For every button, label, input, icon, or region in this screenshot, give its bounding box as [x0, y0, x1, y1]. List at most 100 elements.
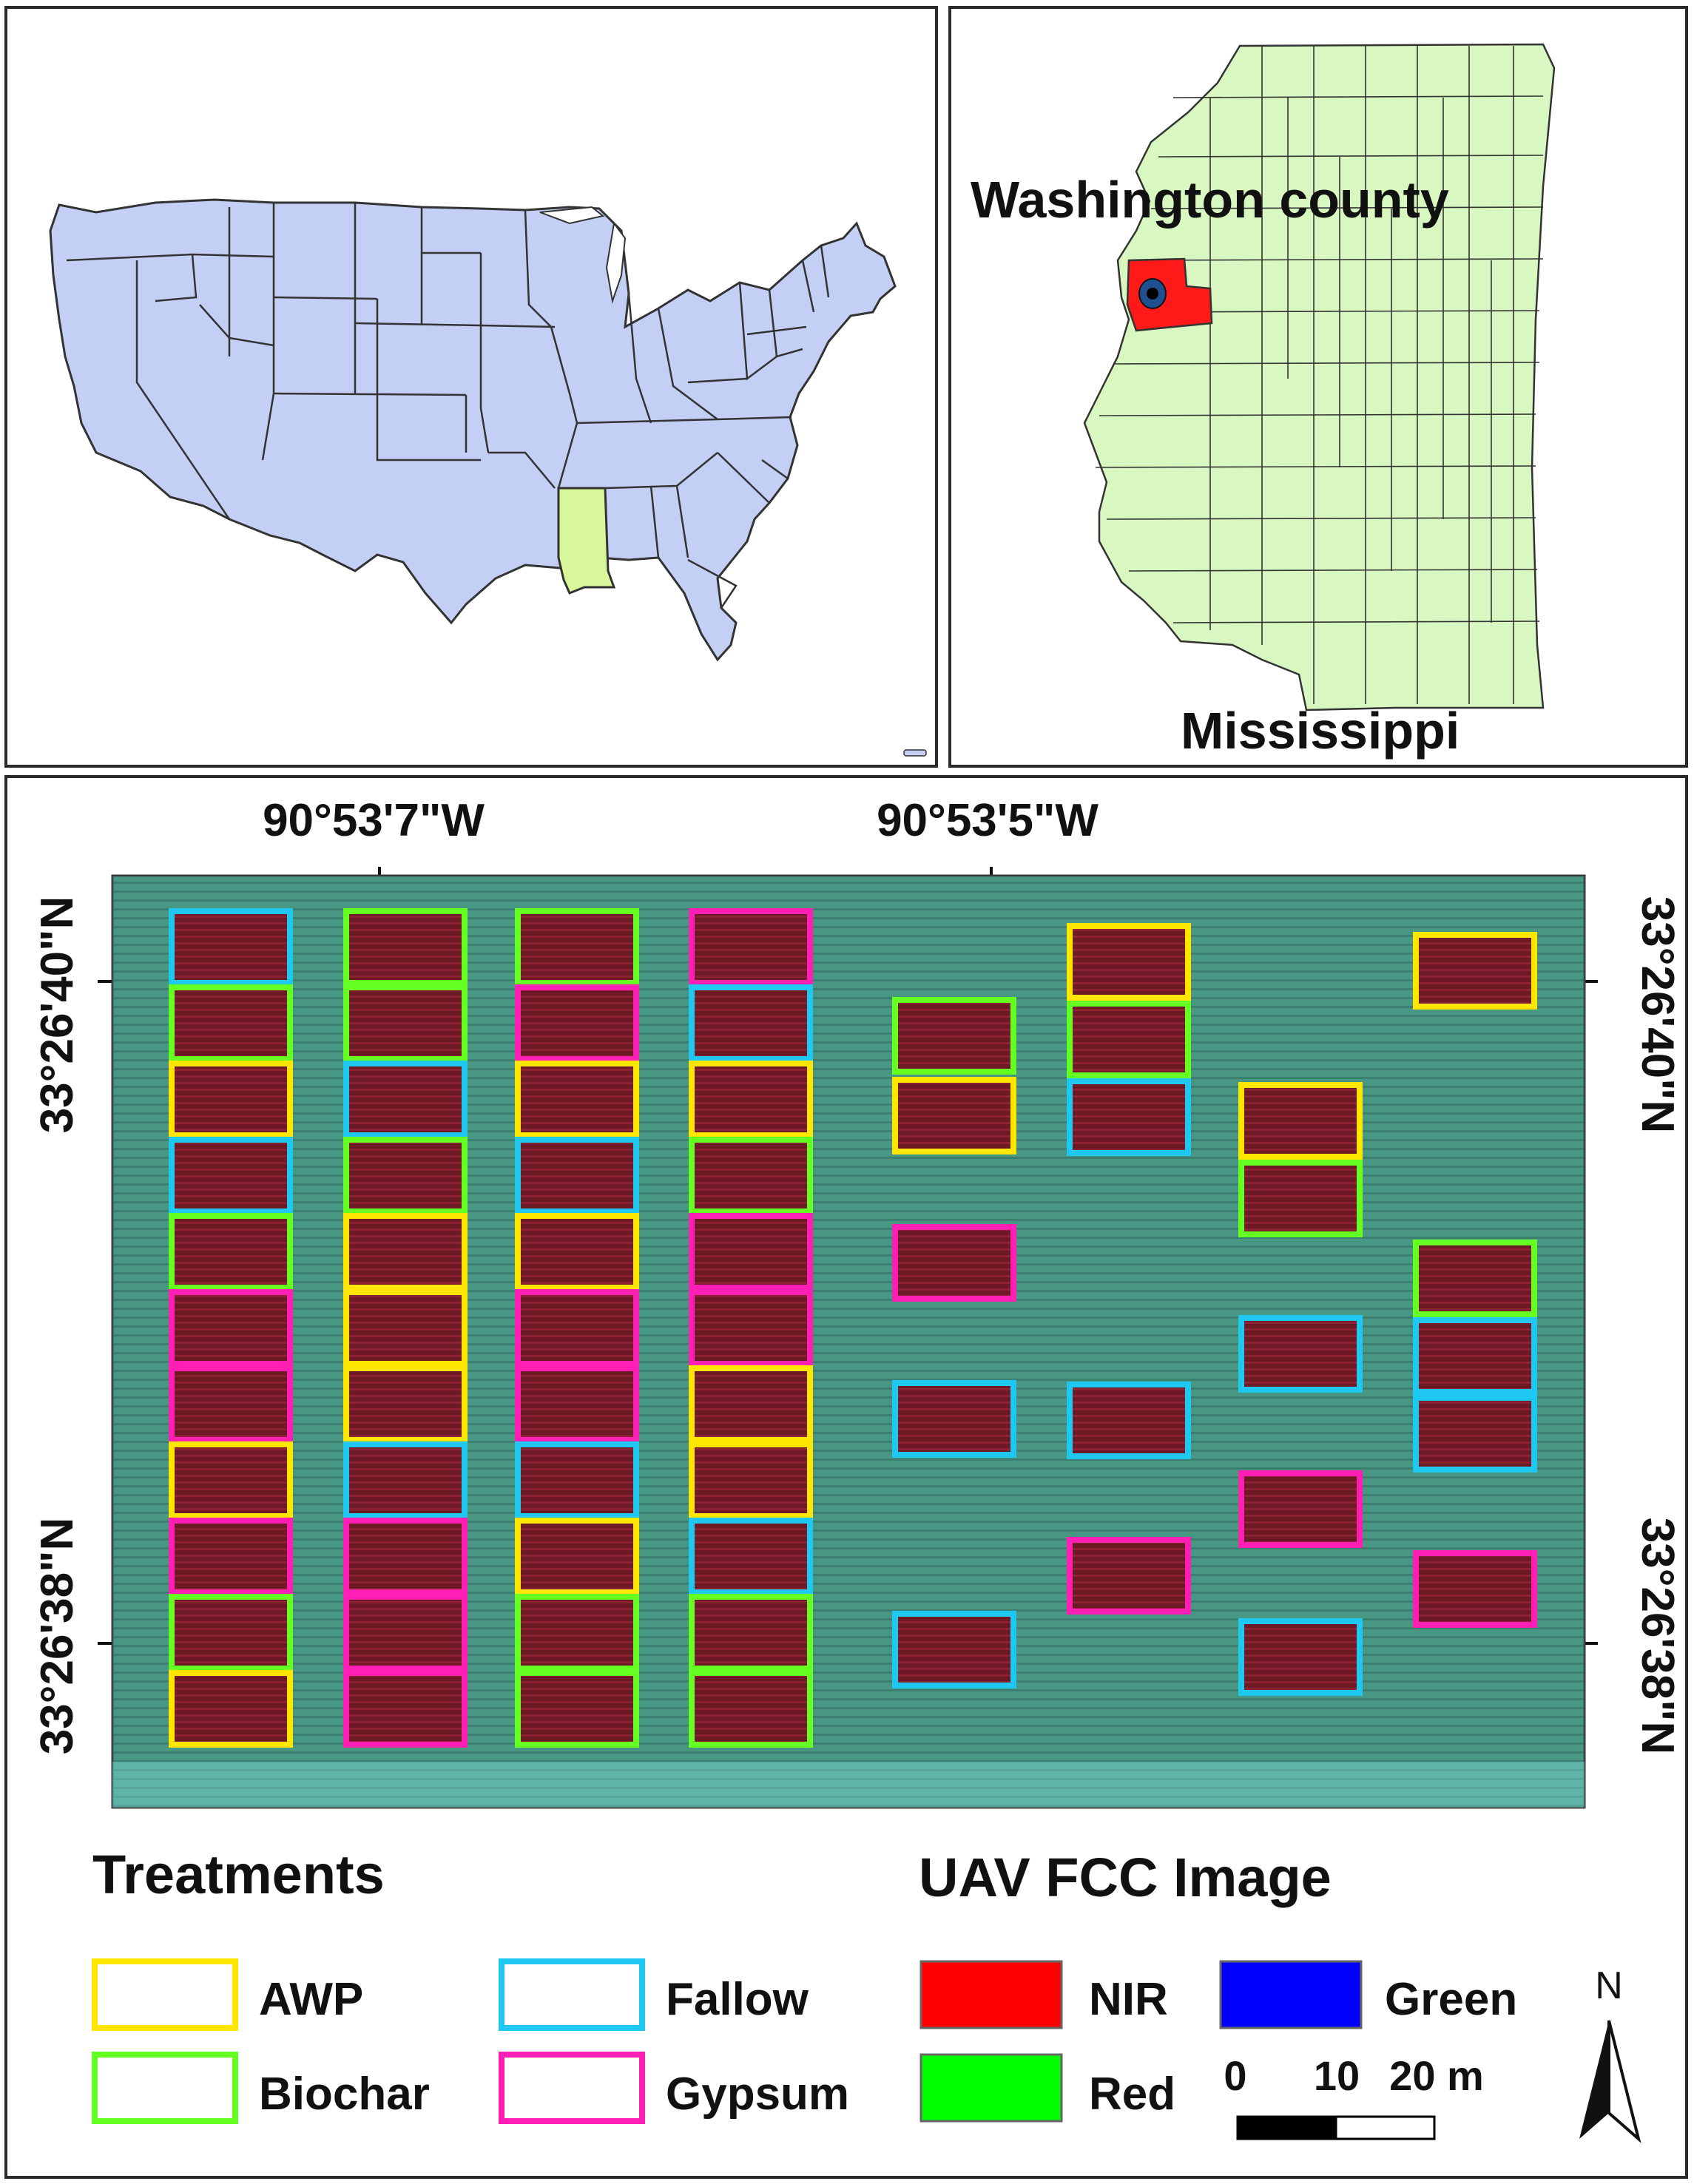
legend-label-green: Green: [1385, 1974, 1517, 2025]
plot-awp: [343, 1365, 468, 1443]
legend-swatch-green: [1219, 1960, 1363, 2029]
scale-label-10: 10: [1314, 2052, 1360, 2099]
lon-label-left: 90°53'7"W: [263, 795, 485, 846]
plot-gypsum: [689, 1213, 813, 1291]
plot-fallow: [1067, 1078, 1191, 1156]
plot-biochar: [1067, 1001, 1191, 1078]
plot-gypsum: [1238, 1470, 1363, 1548]
usa-map: [49, 198, 927, 757]
lake-michigan: [605, 221, 627, 304]
plot-awp: [1067, 923, 1191, 1001]
plot-fallow: [1413, 1317, 1537, 1395]
plot-awp: [515, 1213, 639, 1291]
north-arrow-right: [1607, 2020, 1641, 2143]
study-area-map: 90°53'7"W 90°53'5"W 33°26'40"N 33°26'38"…: [32, 795, 1683, 2143]
plot-fallow: [689, 984, 813, 1062]
plot-awp: [343, 1289, 468, 1367]
plot-gypsum: [169, 1365, 293, 1443]
plot-awp: [689, 1061, 813, 1138]
plot-biochar: [515, 1594, 639, 1671]
plot-awp: [169, 1061, 293, 1138]
scale-bar: 0 10 20 m: [1224, 2052, 1484, 2140]
legend-swatch-nir: [919, 1960, 1063, 2029]
legend-swatch-gypsum: [499, 2052, 645, 2124]
plot-fallow: [1413, 1395, 1537, 1473]
plot-fallow: [892, 1611, 1016, 1688]
north-arrow: N: [1579, 1964, 1641, 2143]
legend-swatch-awp: [92, 1958, 238, 2031]
plot-fallow: [515, 1441, 639, 1519]
plot-gypsum: [169, 1518, 293, 1595]
scale-segment-white: [1334, 2115, 1436, 2140]
lat-label-bottom-right: 33°26'38"N: [1632, 1518, 1683, 1755]
plot-biochar: [169, 984, 293, 1062]
plot-fallow: [169, 1137, 293, 1214]
usa-map-panel: [4, 6, 938, 768]
plot-awp: [689, 1365, 813, 1443]
plot-biochar: [1238, 1160, 1363, 1237]
legend-label-gypsum: Gypsum: [666, 2069, 849, 2120]
north-label: N: [1595, 1964, 1623, 2007]
treatment-legend: AWP Biochar Fallow Gypsum: [92, 1958, 849, 2124]
legend-swatch-biochar: [92, 2052, 238, 2124]
scale-label-20: 20 m: [1389, 2052, 1484, 2099]
plot-awp: [892, 1077, 1016, 1154]
lat-label-bottom-left: 33°26'38"N: [32, 1518, 83, 1755]
plot-gypsum: [1067, 1537, 1191, 1615]
plot-biochar: [343, 1137, 468, 1214]
island-shape: [903, 749, 927, 757]
lake-superior: [539, 206, 605, 225]
plot-fallow: [892, 1380, 1016, 1458]
legend-label-fallow: Fallow: [666, 1974, 809, 2025]
usa-outline: [49, 198, 897, 662]
plot-gypsum: [169, 1289, 293, 1367]
plot-fallow: [515, 1137, 639, 1214]
treatments-title: Treatments: [92, 1844, 385, 1905]
legend-label-awp: AWP: [259, 1974, 363, 2025]
lat-label-top-right: 33°26'40"N: [1632, 896, 1683, 1134]
north-arrow-left: [1579, 2021, 1609, 2139]
plot-gypsum: [515, 1365, 639, 1443]
county-boundaries: [1095, 46, 1544, 704]
mississippi-map: Washington county Mississippi: [971, 43, 1556, 760]
plot-fallow: [343, 1441, 468, 1519]
plot-awp: [689, 1441, 813, 1519]
scale-segment-black: [1236, 2115, 1337, 2140]
plot-fallow: [1067, 1382, 1191, 1459]
state-boundaries: [66, 203, 830, 609]
plot-biochar: [169, 1213, 293, 1291]
plot-biochar: [515, 908, 639, 986]
plot-biochar: [689, 1137, 813, 1214]
mississippi-label: Mississippi: [1181, 702, 1460, 760]
band-legend: NIR Red Green: [919, 1960, 1517, 2123]
image-edge: [112, 1762, 1585, 1808]
lon-label-right: 90°53'5"W: [877, 795, 1099, 846]
plot-fallow: [689, 1518, 813, 1595]
treatment-plots: [169, 908, 1537, 1748]
plot-fallow: [169, 908, 293, 986]
lat-label-top-left: 33°26'40"N: [32, 896, 83, 1134]
washington-county-label: Washington county: [971, 171, 1449, 229]
legend-label-red: Red: [1089, 2069, 1175, 2120]
washington-county: [1126, 257, 1213, 332]
plot-biochar: [343, 984, 468, 1062]
plot-gypsum: [892, 1224, 1016, 1302]
plot-awp: [1413, 932, 1537, 1010]
plot-awp: [515, 1061, 639, 1138]
plot-fallow: [1238, 1315, 1363, 1393]
uav-image-title: UAV FCC Image: [919, 1847, 1332, 1908]
plot-gypsum: [689, 1289, 813, 1367]
scale-label-0: 0: [1224, 2052, 1246, 2099]
plot-awp: [1238, 1082, 1363, 1160]
plot-gypsum: [343, 1518, 468, 1595]
plot-biochar: [689, 1594, 813, 1671]
legend-label-biochar: Biochar: [259, 2069, 430, 2120]
plot-gypsum: [343, 1670, 468, 1748]
plot-biochar: [689, 1670, 813, 1748]
plot-awp: [515, 1518, 639, 1595]
plot-gypsum: [689, 908, 813, 986]
legend-swatch-red: [919, 2053, 1063, 2123]
plot-biochar: [1413, 1240, 1537, 1317]
plot-gypsum: [515, 1289, 639, 1367]
plot-gypsum: [515, 984, 639, 1062]
